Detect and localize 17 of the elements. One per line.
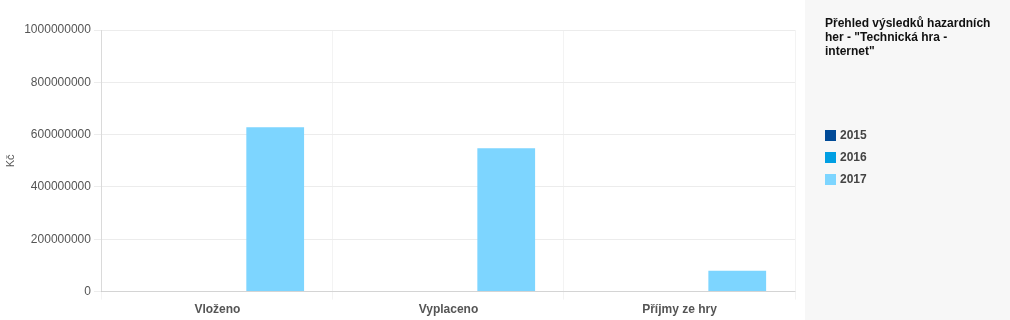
x-tick-label: Vloženo (194, 302, 241, 317)
legend-label: 2017 (840, 172, 867, 186)
bar (477, 148, 536, 292)
legend-label: 2016 (840, 150, 867, 164)
y-tick-label: 800000000 (30, 74, 92, 89)
bar (246, 127, 305, 292)
y-tick-label: 600000000 (30, 126, 92, 141)
x-tick-label: Příjmy ze hry (642, 302, 718, 317)
text: Přehled výsledků hazardních her - "Technická hra - internet" (825, 16, 992, 58)
bar (708, 270, 767, 292)
y-axis-title: Kč (3, 153, 16, 168)
y-tick-label: 1000000000 (24, 22, 92, 37)
legend-label: 2015 (840, 128, 867, 142)
y-tick-label: 0 (84, 283, 92, 298)
y-tick-label: 200000000 (30, 231, 92, 246)
x-tick-label: Vyplaceno (418, 302, 479, 317)
y-tick-label: 400000000 (30, 179, 92, 194)
